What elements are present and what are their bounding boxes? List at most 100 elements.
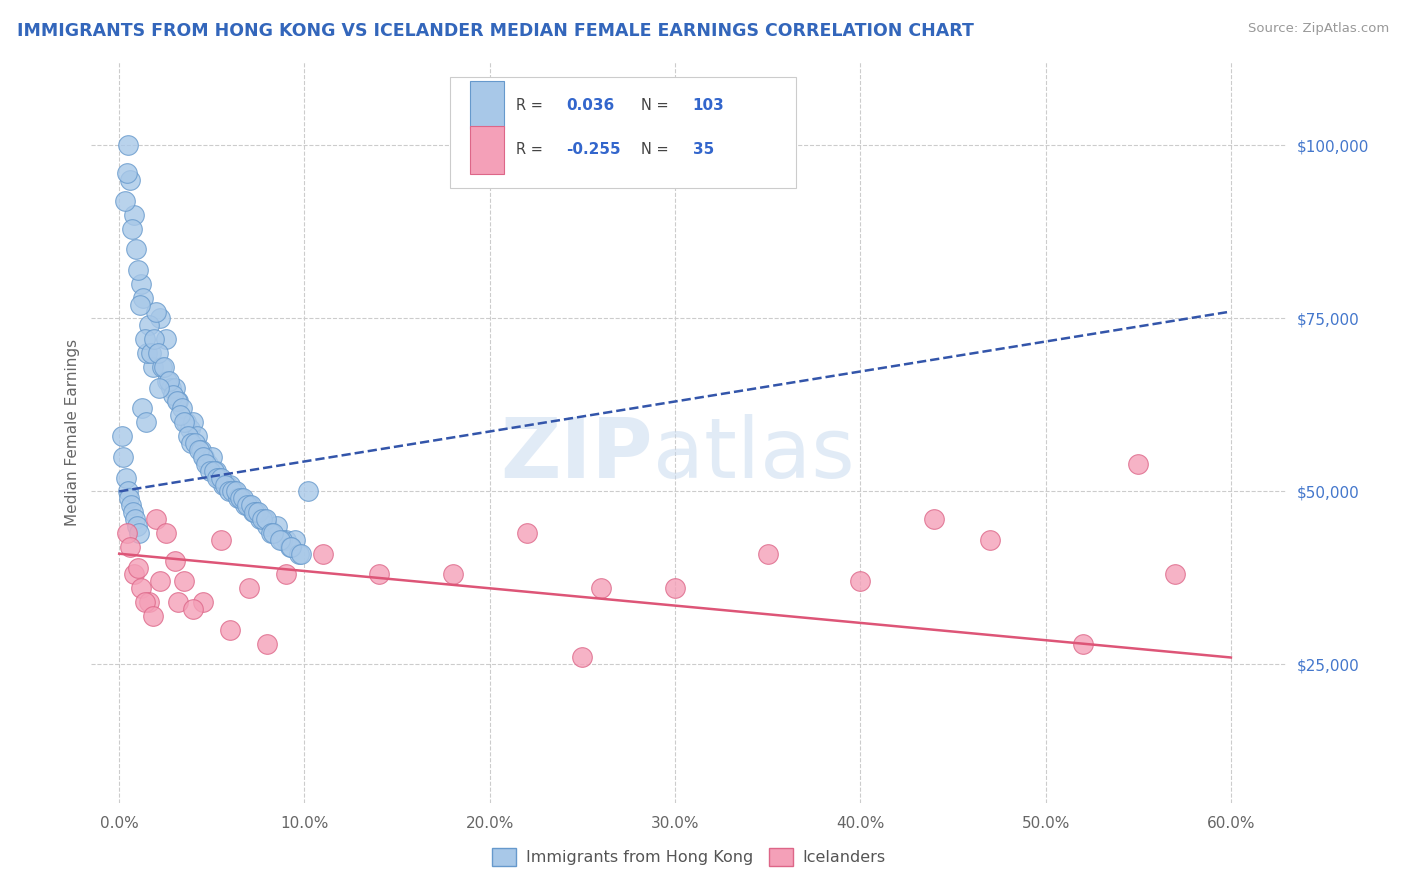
Point: [174, 415, 197, 429]
Point: [979, 533, 1001, 547]
Point: [226, 491, 249, 506]
Point: [278, 540, 301, 554]
Point: [197, 457, 219, 471]
Bar: [470, 126, 503, 174]
Point: [134, 332, 156, 346]
Point: [243, 505, 266, 519]
Point: [202, 464, 225, 478]
Point: [146, 346, 169, 360]
Point: [141, 359, 163, 374]
Point: [297, 484, 319, 499]
Point: [238, 582, 260, 596]
Point: [155, 332, 177, 346]
Point: [181, 415, 204, 429]
Point: [209, 533, 232, 547]
Point: [218, 484, 240, 499]
Point: [177, 429, 200, 443]
Point: [149, 574, 172, 589]
Point: [132, 291, 155, 305]
Point: [138, 318, 160, 333]
Point: [138, 595, 160, 609]
Point: [239, 498, 262, 512]
Point: [214, 477, 236, 491]
Y-axis label: Median Female Earnings: Median Female Earnings: [65, 339, 80, 526]
Point: [222, 484, 245, 499]
Legend: Immigrants from Hong Kong, Icelanders: Immigrants from Hong Kong, Icelanders: [486, 841, 891, 872]
Point: [242, 505, 264, 519]
Point: [231, 491, 253, 506]
Point: [193, 450, 215, 464]
Point: [149, 311, 172, 326]
Text: 0.036: 0.036: [565, 98, 614, 113]
Point: [162, 387, 184, 401]
Point: [118, 491, 141, 506]
Point: [173, 415, 195, 429]
Point: [269, 533, 291, 547]
Point: [256, 637, 278, 651]
Text: ZIP: ZIP: [501, 414, 652, 495]
Point: [280, 540, 302, 554]
Point: [204, 464, 226, 478]
Point: [139, 346, 162, 360]
Text: 103: 103: [693, 98, 724, 113]
Point: [249, 512, 271, 526]
Point: [111, 450, 134, 464]
Point: [128, 297, 150, 311]
Point: [367, 567, 389, 582]
Point: [225, 484, 247, 499]
Point: [212, 477, 235, 491]
Point: [156, 374, 179, 388]
Point: [236, 498, 259, 512]
Point: [274, 533, 297, 547]
Point: [266, 519, 288, 533]
Point: [184, 436, 207, 450]
Text: atlas: atlas: [652, 414, 855, 495]
Point: [288, 547, 311, 561]
Point: [215, 477, 238, 491]
Point: [191, 450, 214, 464]
Point: [155, 525, 177, 540]
Point: [115, 525, 138, 540]
Point: [135, 415, 157, 429]
Point: [152, 359, 174, 374]
Point: [131, 277, 153, 291]
Point: [131, 401, 153, 416]
Text: R =: R =: [516, 143, 547, 157]
Point: [134, 595, 156, 609]
Point: [924, 512, 946, 526]
Point: [115, 166, 138, 180]
Point: [571, 650, 593, 665]
Point: [114, 470, 136, 484]
Point: [849, 574, 872, 589]
Point: [117, 484, 139, 499]
Point: [664, 582, 686, 596]
Point: [245, 505, 267, 519]
Point: [160, 381, 183, 395]
Point: [253, 512, 276, 526]
Point: [271, 533, 294, 547]
Point: [167, 394, 190, 409]
Point: [127, 560, 149, 574]
Point: [179, 422, 201, 436]
Point: [274, 567, 297, 582]
Text: N =: N =: [641, 143, 673, 157]
Point: [120, 540, 142, 554]
Point: [1164, 567, 1187, 582]
Point: [233, 498, 256, 512]
Point: [247, 505, 270, 519]
Point: [143, 332, 166, 346]
Point: [120, 498, 142, 512]
Point: [173, 574, 195, 589]
Text: -0.255: -0.255: [565, 143, 620, 157]
Text: Source: ZipAtlas.com: Source: ZipAtlas.com: [1249, 22, 1389, 36]
Point: [166, 394, 188, 409]
Point: [157, 374, 180, 388]
Point: [145, 512, 167, 526]
Point: [121, 221, 143, 235]
Point: [219, 623, 242, 637]
Point: [312, 547, 335, 561]
Text: 35: 35: [693, 143, 714, 157]
Point: [117, 138, 139, 153]
Point: [122, 208, 145, 222]
Point: [114, 194, 136, 208]
